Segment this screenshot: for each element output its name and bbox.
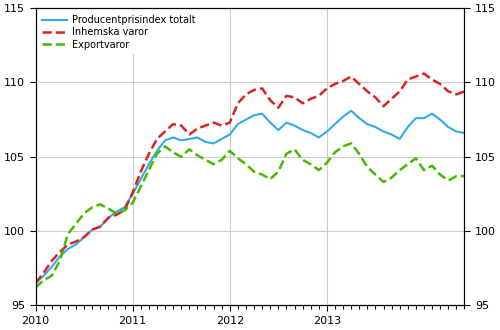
Inhemska varor <box>421 72 427 76</box>
Exportvaror <box>324 161 330 165</box>
Inhemska varor <box>324 86 330 90</box>
Line: Inhemska varor: Inhemska varor <box>36 74 465 283</box>
Exportvaror <box>284 152 290 156</box>
Inhemska varor <box>462 89 468 93</box>
Inhemska varor <box>106 216 112 220</box>
Line: Exportvaror: Exportvaror <box>36 144 465 287</box>
Producentprisindex totalt <box>284 121 290 125</box>
Exportvaror <box>106 207 112 211</box>
Exportvaror <box>292 148 298 151</box>
Exportvaror <box>267 177 273 181</box>
Exportvaror <box>194 153 200 157</box>
Producentprisindex totalt <box>292 124 298 128</box>
Exportvaror <box>348 142 354 146</box>
Producentprisindex totalt <box>324 130 330 134</box>
Producentprisindex totalt <box>267 121 273 125</box>
Exportvaror <box>32 285 38 289</box>
Legend: Producentprisindex totalt, Inhemska varor, Exportvaror: Producentprisindex totalt, Inhemska varo… <box>38 11 199 54</box>
Producentprisindex totalt <box>106 216 112 220</box>
Inhemska varor <box>32 281 38 285</box>
Line: Producentprisindex totalt: Producentprisindex totalt <box>36 111 465 283</box>
Inhemska varor <box>267 98 273 102</box>
Producentprisindex totalt <box>194 136 200 140</box>
Inhemska varor <box>194 127 200 131</box>
Inhemska varor <box>292 95 298 99</box>
Exportvaror <box>462 174 468 178</box>
Inhemska varor <box>284 94 290 98</box>
Producentprisindex totalt <box>32 281 38 285</box>
Producentprisindex totalt <box>348 109 354 113</box>
Producentprisindex totalt <box>462 131 468 135</box>
